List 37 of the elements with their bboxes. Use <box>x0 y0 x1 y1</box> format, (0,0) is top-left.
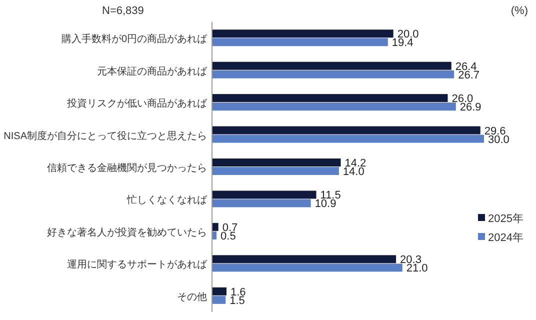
bar <box>212 94 448 102</box>
legend-label: 2024年 <box>488 232 524 244</box>
data-label: 1.5 <box>230 294 245 307</box>
bar <box>212 190 316 199</box>
data-label: 10.9 <box>314 198 336 210</box>
bar <box>212 70 454 78</box>
y-tick-label: 元本保証の商品があれば <box>97 65 208 78</box>
text: (%) <box>510 5 528 17</box>
bar <box>212 167 339 175</box>
y-tick-label: 好きな著名人が投資を勧めていたら <box>47 226 207 238</box>
bar <box>212 62 452 70</box>
bar <box>212 222 218 231</box>
bar <box>212 158 341 166</box>
text: N=6,839 <box>102 5 144 17</box>
y-tick-label: 投資リスクが低い商品があれば <box>66 98 208 110</box>
bar <box>212 134 484 143</box>
bar <box>212 287 227 296</box>
bar <box>212 126 480 134</box>
bar <box>212 199 311 208</box>
data-label: 26.9 <box>460 102 482 114</box>
bar <box>212 255 396 264</box>
bar <box>212 296 226 304</box>
legend-label: 2025年 <box>488 213 524 225</box>
y-tick-label: 購入手数料が0円の商品があれば <box>61 33 208 46</box>
y-tick-label: 忙しくなくなれば <box>126 194 208 206</box>
data-label: 14.0 <box>342 166 364 178</box>
y-tick-label: 信頼できる金融機関が見つかったら <box>47 162 207 174</box>
y-tick-label: NISA制度が自分にとって役に立つと思えたら <box>4 130 207 142</box>
bar <box>212 30 394 38</box>
data-label: 0.5 <box>220 230 236 242</box>
y-tick-label: 運用に関するサポートがあれば <box>67 258 208 271</box>
y-tick-label: その他 <box>177 290 207 303</box>
data-label: 26.7 <box>458 69 480 82</box>
data-label: 30.0 <box>488 134 510 146</box>
bar <box>212 102 456 111</box>
bar <box>212 264 402 272</box>
bar <box>212 38 388 46</box>
